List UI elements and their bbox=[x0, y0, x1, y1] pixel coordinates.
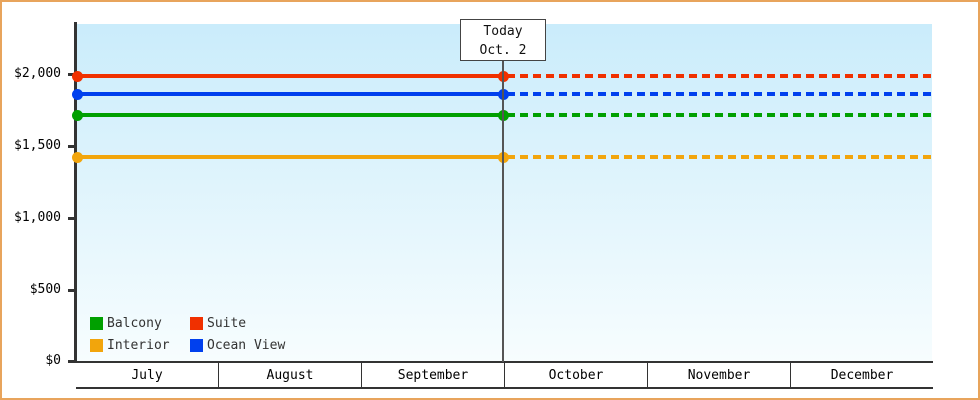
series-point-suite[interactable] bbox=[72, 71, 83, 82]
y-tick-0 bbox=[68, 360, 77, 363]
month-axis-row: July August September October November D… bbox=[76, 363, 933, 389]
series-line-interior-solid[interactable] bbox=[77, 155, 504, 159]
legend-label-ocean-view: Ocean View bbox=[207, 337, 286, 353]
today-label-line1: Today bbox=[483, 24, 523, 39]
legend-label-balcony: Balcony bbox=[107, 315, 162, 331]
series-point-interior[interactable] bbox=[72, 152, 83, 163]
legend-swatch-suite-icon bbox=[190, 316, 203, 330]
month-cell-september[interactable]: September bbox=[362, 363, 505, 387]
y-tick-label-1000: $1,000 bbox=[14, 210, 61, 225]
month-cell-november[interactable]: November bbox=[648, 363, 791, 387]
month-cell-december[interactable]: December bbox=[830, 367, 894, 383]
legend-item-ocean-view[interactable]: Ocean View bbox=[190, 338, 285, 353]
month-cell-october[interactable]: October bbox=[505, 363, 648, 387]
legend-label-suite: Suite bbox=[207, 315, 247, 331]
series-point-ocean-view[interactable] bbox=[72, 89, 83, 100]
legend-swatch-ocean-view-icon bbox=[190, 338, 203, 352]
y-axis-line bbox=[74, 22, 77, 363]
series-line-suite-solid[interactable] bbox=[77, 74, 504, 78]
today-label-line2: Oct. 2 bbox=[479, 43, 527, 58]
y-tick-label-2000: $2,000 bbox=[14, 66, 61, 81]
legend-item-suite[interactable]: Suite bbox=[190, 316, 285, 331]
series-line-suite-dashed[interactable] bbox=[507, 74, 935, 78]
chart-legend: Balcony Suite Interior Ocean View bbox=[90, 312, 285, 356]
legend-item-interior[interactable]: Interior bbox=[90, 338, 190, 353]
x-axis-line bbox=[74, 361, 933, 363]
series-line-balcony-dashed[interactable] bbox=[507, 113, 935, 117]
y-tick-label-500: $500 bbox=[29, 282, 61, 297]
today-vertical-line bbox=[502, 24, 504, 362]
y-tick-label-0: $0 bbox=[45, 353, 61, 368]
today-label-box: Today Oct. 2 bbox=[460, 19, 546, 61]
series-line-balcony-solid[interactable] bbox=[77, 113, 504, 117]
y-tick-1000 bbox=[68, 217, 77, 220]
series-line-interior-dashed[interactable] bbox=[507, 155, 935, 159]
month-cell-july[interactable]: July bbox=[76, 363, 219, 387]
y-tick-1500 bbox=[68, 145, 77, 148]
legend-swatch-balcony-icon bbox=[90, 316, 103, 330]
legend-item-balcony[interactable]: Balcony bbox=[90, 316, 190, 331]
legend-label-interior: Interior bbox=[107, 337, 170, 353]
y-tick-label-1500: $1,500 bbox=[14, 138, 61, 153]
series-line-ocean-view-solid[interactable] bbox=[77, 92, 504, 96]
series-line-ocean-view-dashed[interactable] bbox=[507, 92, 935, 96]
month-cell-august[interactable]: August bbox=[219, 363, 362, 387]
legend-swatch-interior-icon bbox=[90, 338, 103, 352]
series-point-balcony[interactable] bbox=[72, 110, 83, 121]
y-tick-500 bbox=[68, 289, 77, 292]
